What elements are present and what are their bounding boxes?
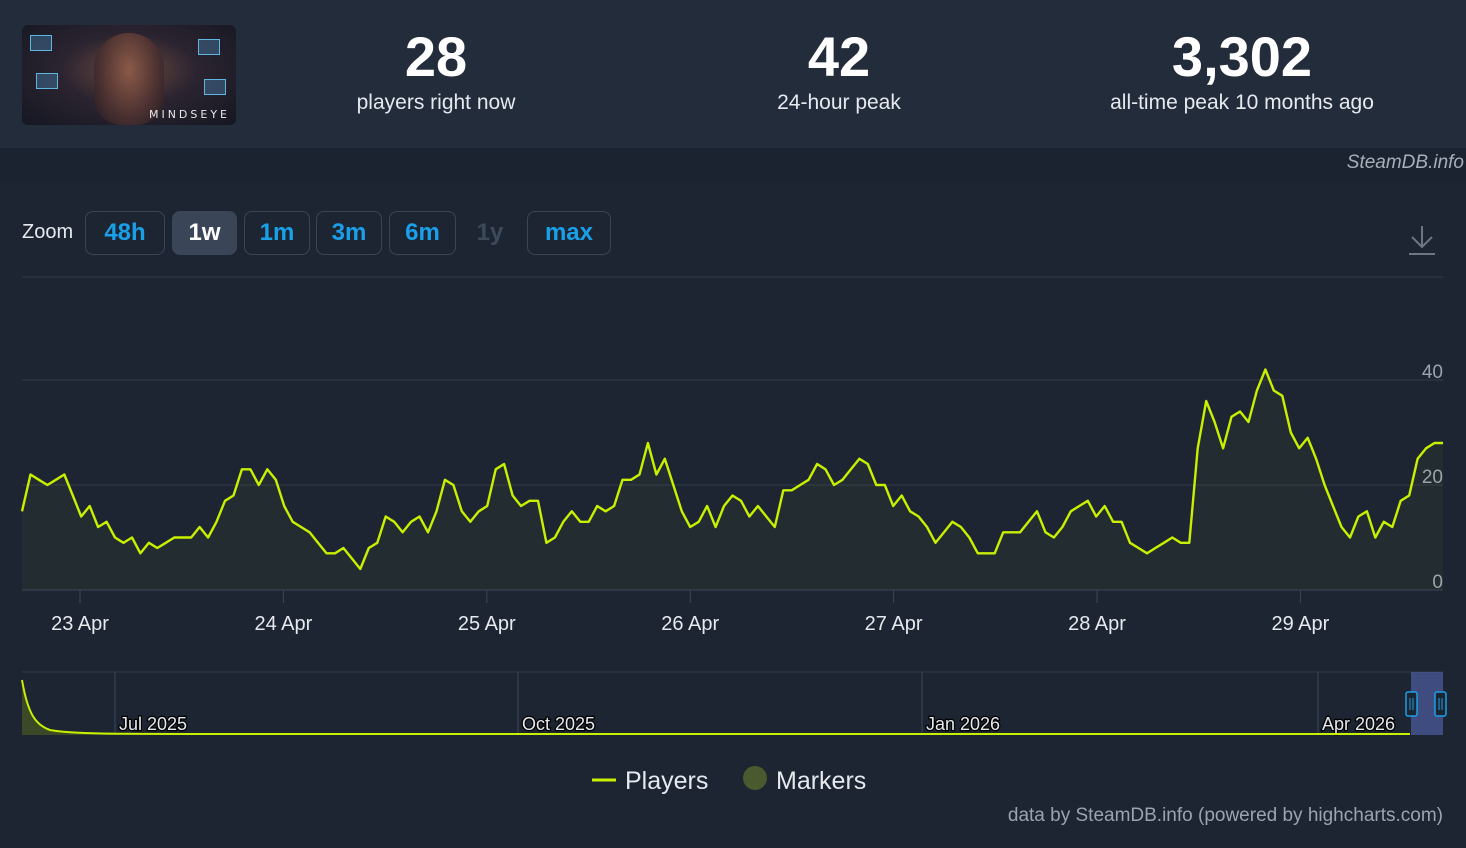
stat-value: 28: [404, 25, 468, 88]
chart-legend: Players Markers: [592, 766, 866, 795]
thumbnail-screen-graphic: [198, 39, 220, 55]
zoom-max-button[interactable]: max: [527, 211, 611, 255]
stat-label: players right now: [356, 91, 516, 114]
thumbnail-screen-graphic: [30, 35, 52, 51]
thumbnail-face-graphic: [94, 33, 164, 125]
thumbnail-screen-graphic: [36, 73, 58, 89]
stat-label: 24-hour peak: [777, 91, 901, 114]
zoom-6m-button[interactable]: 6m: [389, 211, 456, 255]
game-thumbnail[interactable]: MINDSEYE: [22, 25, 236, 125]
legend-markers-symbol: [743, 766, 767, 790]
game-logo-text: MINDSEYE: [148, 108, 230, 121]
zoom-label: Zoom: [22, 221, 74, 243]
steamdb-credit[interactable]: SteamDB.info: [1346, 152, 1464, 173]
stats-header: MINDSEYE 28 players right now 42 24-hour…: [0, 0, 1466, 148]
stat-current-players: 28 players right now: [266, 24, 606, 116]
stat-all-time-peak: 3,302 all-time peak 10 months ago: [1072, 24, 1412, 116]
chart-panel: [0, 181, 1466, 848]
zoom-1y-button: 1y: [462, 211, 518, 255]
legend-players-label: Players: [625, 767, 708, 795]
stat-label: all-time peak 10 months ago: [1110, 91, 1374, 114]
download-icon[interactable]: [1406, 222, 1438, 258]
thumbnail-screen-graphic: [204, 79, 226, 95]
stat-24h-peak: 42 24-hour peak: [669, 24, 1009, 116]
zoom-1m-button[interactable]: 1m: [244, 211, 310, 255]
highcharts-credit[interactable]: data by SteamDB.info (powered by highcha…: [1007, 805, 1443, 826]
stat-value: 3,302: [1171, 25, 1313, 88]
zoom-1w-button[interactable]: 1w: [172, 211, 237, 255]
legend-markers-label: Markers: [776, 767, 866, 795]
stat-value: 42: [807, 25, 871, 88]
zoom-3m-button[interactable]: 3m: [316, 211, 382, 255]
zoom-48h-button[interactable]: 48h: [85, 211, 165, 255]
